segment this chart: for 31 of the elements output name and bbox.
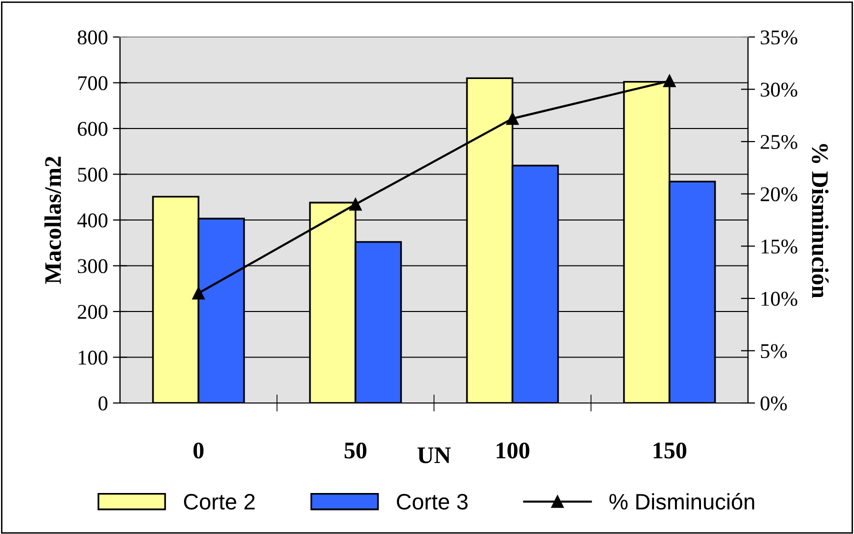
y-tick-label: 700 bbox=[78, 76, 108, 90]
y-axis-title: Macollas/m2 bbox=[44, 156, 62, 284]
y2-tick-label: 15% bbox=[762, 240, 798, 254]
y-tick-label: 100 bbox=[78, 350, 108, 365]
y2-tick-label: 35% bbox=[760, 30, 798, 44]
x-tick-label: 150 bbox=[654, 442, 686, 459]
x-tick-label: 100 bbox=[496, 442, 530, 459]
point bbox=[506, 112, 519, 125]
point bbox=[192, 286, 205, 300]
legend-label: % Disminución bbox=[609, 493, 754, 510]
legend-label: Corte 2 bbox=[184, 494, 255, 510]
y-tick-label: 400 bbox=[77, 213, 108, 228]
y2-tick-label: 5% bbox=[761, 344, 787, 358]
y2-tick-label: 25% bbox=[760, 134, 798, 150]
y2-tick-label: 30% bbox=[760, 82, 798, 97]
y2-tick-label: 10% bbox=[762, 292, 798, 306]
x-tick-label: 0 bbox=[193, 442, 204, 459]
y2-axis-title: % Disminución bbox=[812, 144, 829, 298]
y-tick-label: 800 bbox=[78, 30, 108, 44]
x-tick-label: 50 bbox=[344, 442, 366, 459]
point bbox=[663, 74, 676, 88]
y-tick-label: 600 bbox=[78, 122, 108, 136]
y-tick-label: 0 bbox=[98, 396, 108, 410]
y2-tick-label: 20% bbox=[760, 187, 798, 202]
legend-label: Corte 3 bbox=[396, 494, 468, 510]
y-tick-label: 500 bbox=[78, 168, 108, 182]
y-tick-label: 300 bbox=[78, 259, 108, 274]
x-axis-title: UN bbox=[418, 448, 451, 464]
y2-tick-label: 0% bbox=[760, 396, 787, 410]
point bbox=[349, 198, 362, 211]
y-tick-label: 200 bbox=[78, 304, 108, 319]
